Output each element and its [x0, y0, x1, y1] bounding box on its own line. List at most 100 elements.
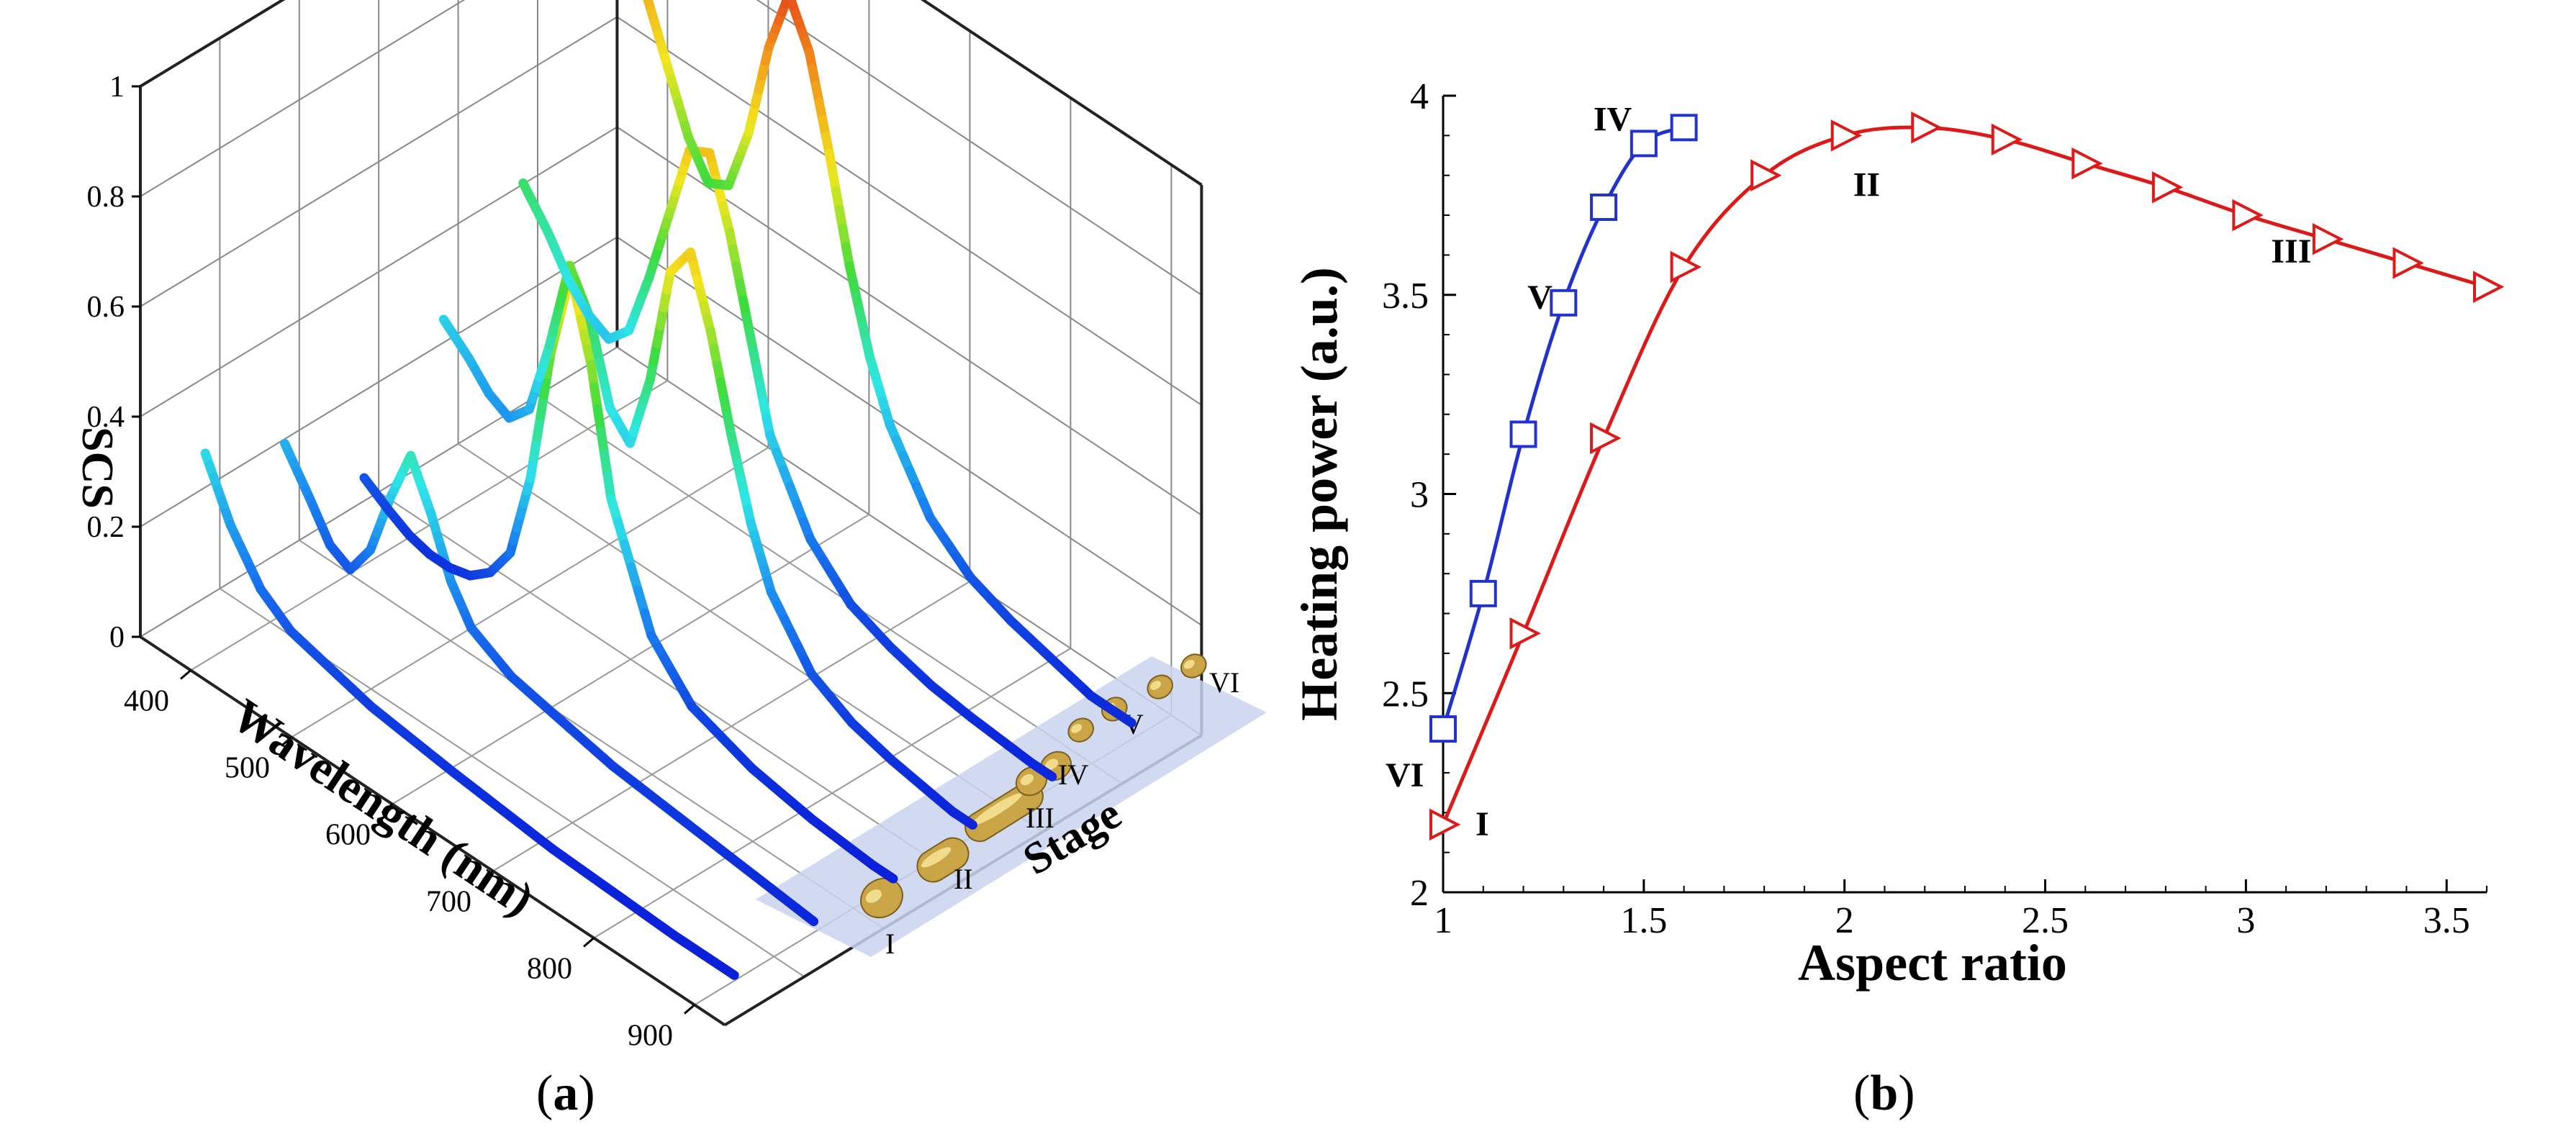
box-edge — [921, 0, 1203, 186]
z-tick-label: 0.4 — [87, 401, 125, 434]
chart-b-series — [1429, 112, 2505, 841]
chart-a-svg: IIIIIIIVVVI 00.20.40.60.8140050060070080… — [73, 0, 1267, 1053]
data-point-red-triangles — [1509, 617, 1541, 650]
floor-gridline — [537, 394, 1123, 784]
nanoparticle-highlight — [1071, 724, 1083, 733]
data-point-blue-squares — [1630, 130, 1658, 158]
nanoparticle-shape — [860, 877, 903, 919]
x-tick-mark — [281, 736, 292, 747]
data-point-red-triangles — [2392, 247, 2424, 279]
stage-label-VI: VI — [1209, 666, 1239, 699]
annotation-IV: IV — [1594, 100, 1632, 138]
x-tick-mark — [180, 669, 191, 680]
stage-label-III: III — [1026, 802, 1054, 834]
nanoparticle-II — [916, 837, 970, 883]
nanoparticle-highlight — [921, 847, 952, 868]
data-point-red-triangles — [2071, 147, 2103, 180]
nanoparticle-I — [860, 877, 903, 919]
x-tick-label: 800 — [527, 953, 572, 986]
annotation-II: II — [1853, 166, 1880, 204]
side-wall-gridline — [616, 16, 1202, 406]
stage-label-II: II — [954, 863, 973, 895]
x-tick-label: 1.5 — [1620, 900, 1667, 941]
x-tick-label: 2 — [1835, 900, 1854, 941]
x-tick-mark — [684, 1004, 695, 1015]
y-tick-label: 2.5 — [1382, 674, 1429, 715]
stage-label-I: I — [885, 928, 895, 960]
x-tick-mark — [583, 937, 595, 948]
series-line-red-triangles — [1441, 125, 2487, 825]
nanoparticle-III — [964, 781, 1044, 843]
data-point-red-triangles — [1830, 119, 1863, 152]
chart-b-axes: 2 2.5 3 3.5 4 1 1.5 2 2.5 3 3.5 Aspect ratio Heating… — [1291, 76, 2487, 992]
nanoparticle-VI — [1147, 653, 1207, 699]
side-wall-gridline — [921, 0, 1202, 186]
annotation-VI: VI — [1386, 756, 1424, 794]
x-tick-label: 600 — [325, 819, 371, 852]
y-axis-title: Heating power (a.u.) — [1291, 267, 1348, 721]
z-tick-label: 0 — [109, 621, 125, 654]
x-tick-mark — [381, 803, 393, 814]
side-wall-gridline — [756, 0, 1202, 296]
x-tick-mark — [482, 870, 494, 881]
data-point-blue-squares — [1509, 420, 1537, 448]
x-tick-label: 400 — [124, 685, 169, 718]
nanoparticle-highlight — [1020, 774, 1034, 786]
data-point-red-triangles — [2312, 222, 2344, 255]
x-tick-label: 700 — [426, 886, 471, 919]
scs-curve-VI — [643, 0, 1136, 728]
x-tick-label: 500 — [225, 752, 270, 785]
data-point-red-triangles — [1991, 123, 2023, 156]
x-tick-label: 900 — [628, 1020, 673, 1053]
chart-a-curves — [200, 0, 1136, 980]
scs-curve-segment — [885, 871, 898, 884]
scs-curve-segment — [1120, 713, 1136, 728]
y-tick-label: 3 — [1410, 475, 1429, 516]
panel-label-b: (b) — [1853, 1066, 1915, 1121]
floor-gridline — [299, 540, 885, 930]
data-point-blue-squares — [1670, 114, 1698, 142]
stage-nanoparticle-panel: IIIIIIIVVVI — [756, 653, 1267, 960]
data-point-red-triangles — [1750, 159, 1782, 191]
data-point-red-triangles — [1429, 808, 1461, 841]
nanoparticle-highlight — [865, 889, 882, 903]
chart-b-svg: 2 2.5 3 3.5 4 1 1.5 2 2.5 3 3.5 Aspect ratio Heating… — [1291, 76, 2505, 992]
scs-curve-segment — [781, 0, 792, 8]
nanoparticle-highlight — [1044, 758, 1059, 770]
x-tick-label: 3 — [2236, 900, 2255, 941]
z-axis-title: SCS — [73, 427, 122, 509]
box-edge — [139, 0, 286, 88]
chart-b: 2 2.5 3 3.5 4 1 1.5 2 2.5 3 3.5 Aspect ratio Heating… — [1288, 0, 2576, 1143]
data-point-blue-squares — [1469, 579, 1497, 607]
scs-curve-segment — [800, 910, 819, 927]
series-line-blue-squares — [1441, 125, 1685, 730]
scs-curve-segment — [719, 964, 739, 980]
scs-curve-II — [280, 438, 819, 927]
scs-curve-I — [200, 448, 739, 980]
data-point-red-triangles — [2151, 171, 2184, 204]
nanoparticle-shape — [1180, 653, 1207, 679]
nanoparticle-highlight — [1150, 681, 1162, 690]
data-point-blue-squares — [1429, 715, 1457, 743]
side-wall-gridline — [616, 236, 1202, 626]
chart-a: IIIIIIIVVVI 00.20.40.60.8140050060070080… — [0, 0, 1288, 1143]
nanoparticle-shape — [1147, 674, 1173, 699]
panel-label-a: (a) — [536, 1066, 595, 1121]
floor-gridline — [378, 491, 964, 881]
side-wall-gridline — [616, 126, 1202, 516]
nanoparticle-highlight — [972, 793, 1022, 825]
stage-label-IV: IV — [1058, 758, 1088, 791]
data-point-red-triangles — [1590, 422, 1622, 455]
data-point-red-triangles — [2473, 271, 2505, 303]
z-tick-label: 1 — [109, 71, 125, 104]
x-tick-label: 2.5 — [2022, 900, 2069, 941]
annotation-I: I — [1475, 805, 1489, 843]
data-point-red-triangles — [1670, 250, 1701, 284]
nanoparticle-highlight — [1183, 660, 1195, 669]
data-point-red-triangles — [2232, 199, 2264, 232]
z-tick-label: 0.6 — [87, 291, 125, 324]
annotation-III: III — [2271, 232, 2311, 271]
floor-gridline — [458, 443, 1044, 833]
box-edge — [139, 635, 726, 1027]
